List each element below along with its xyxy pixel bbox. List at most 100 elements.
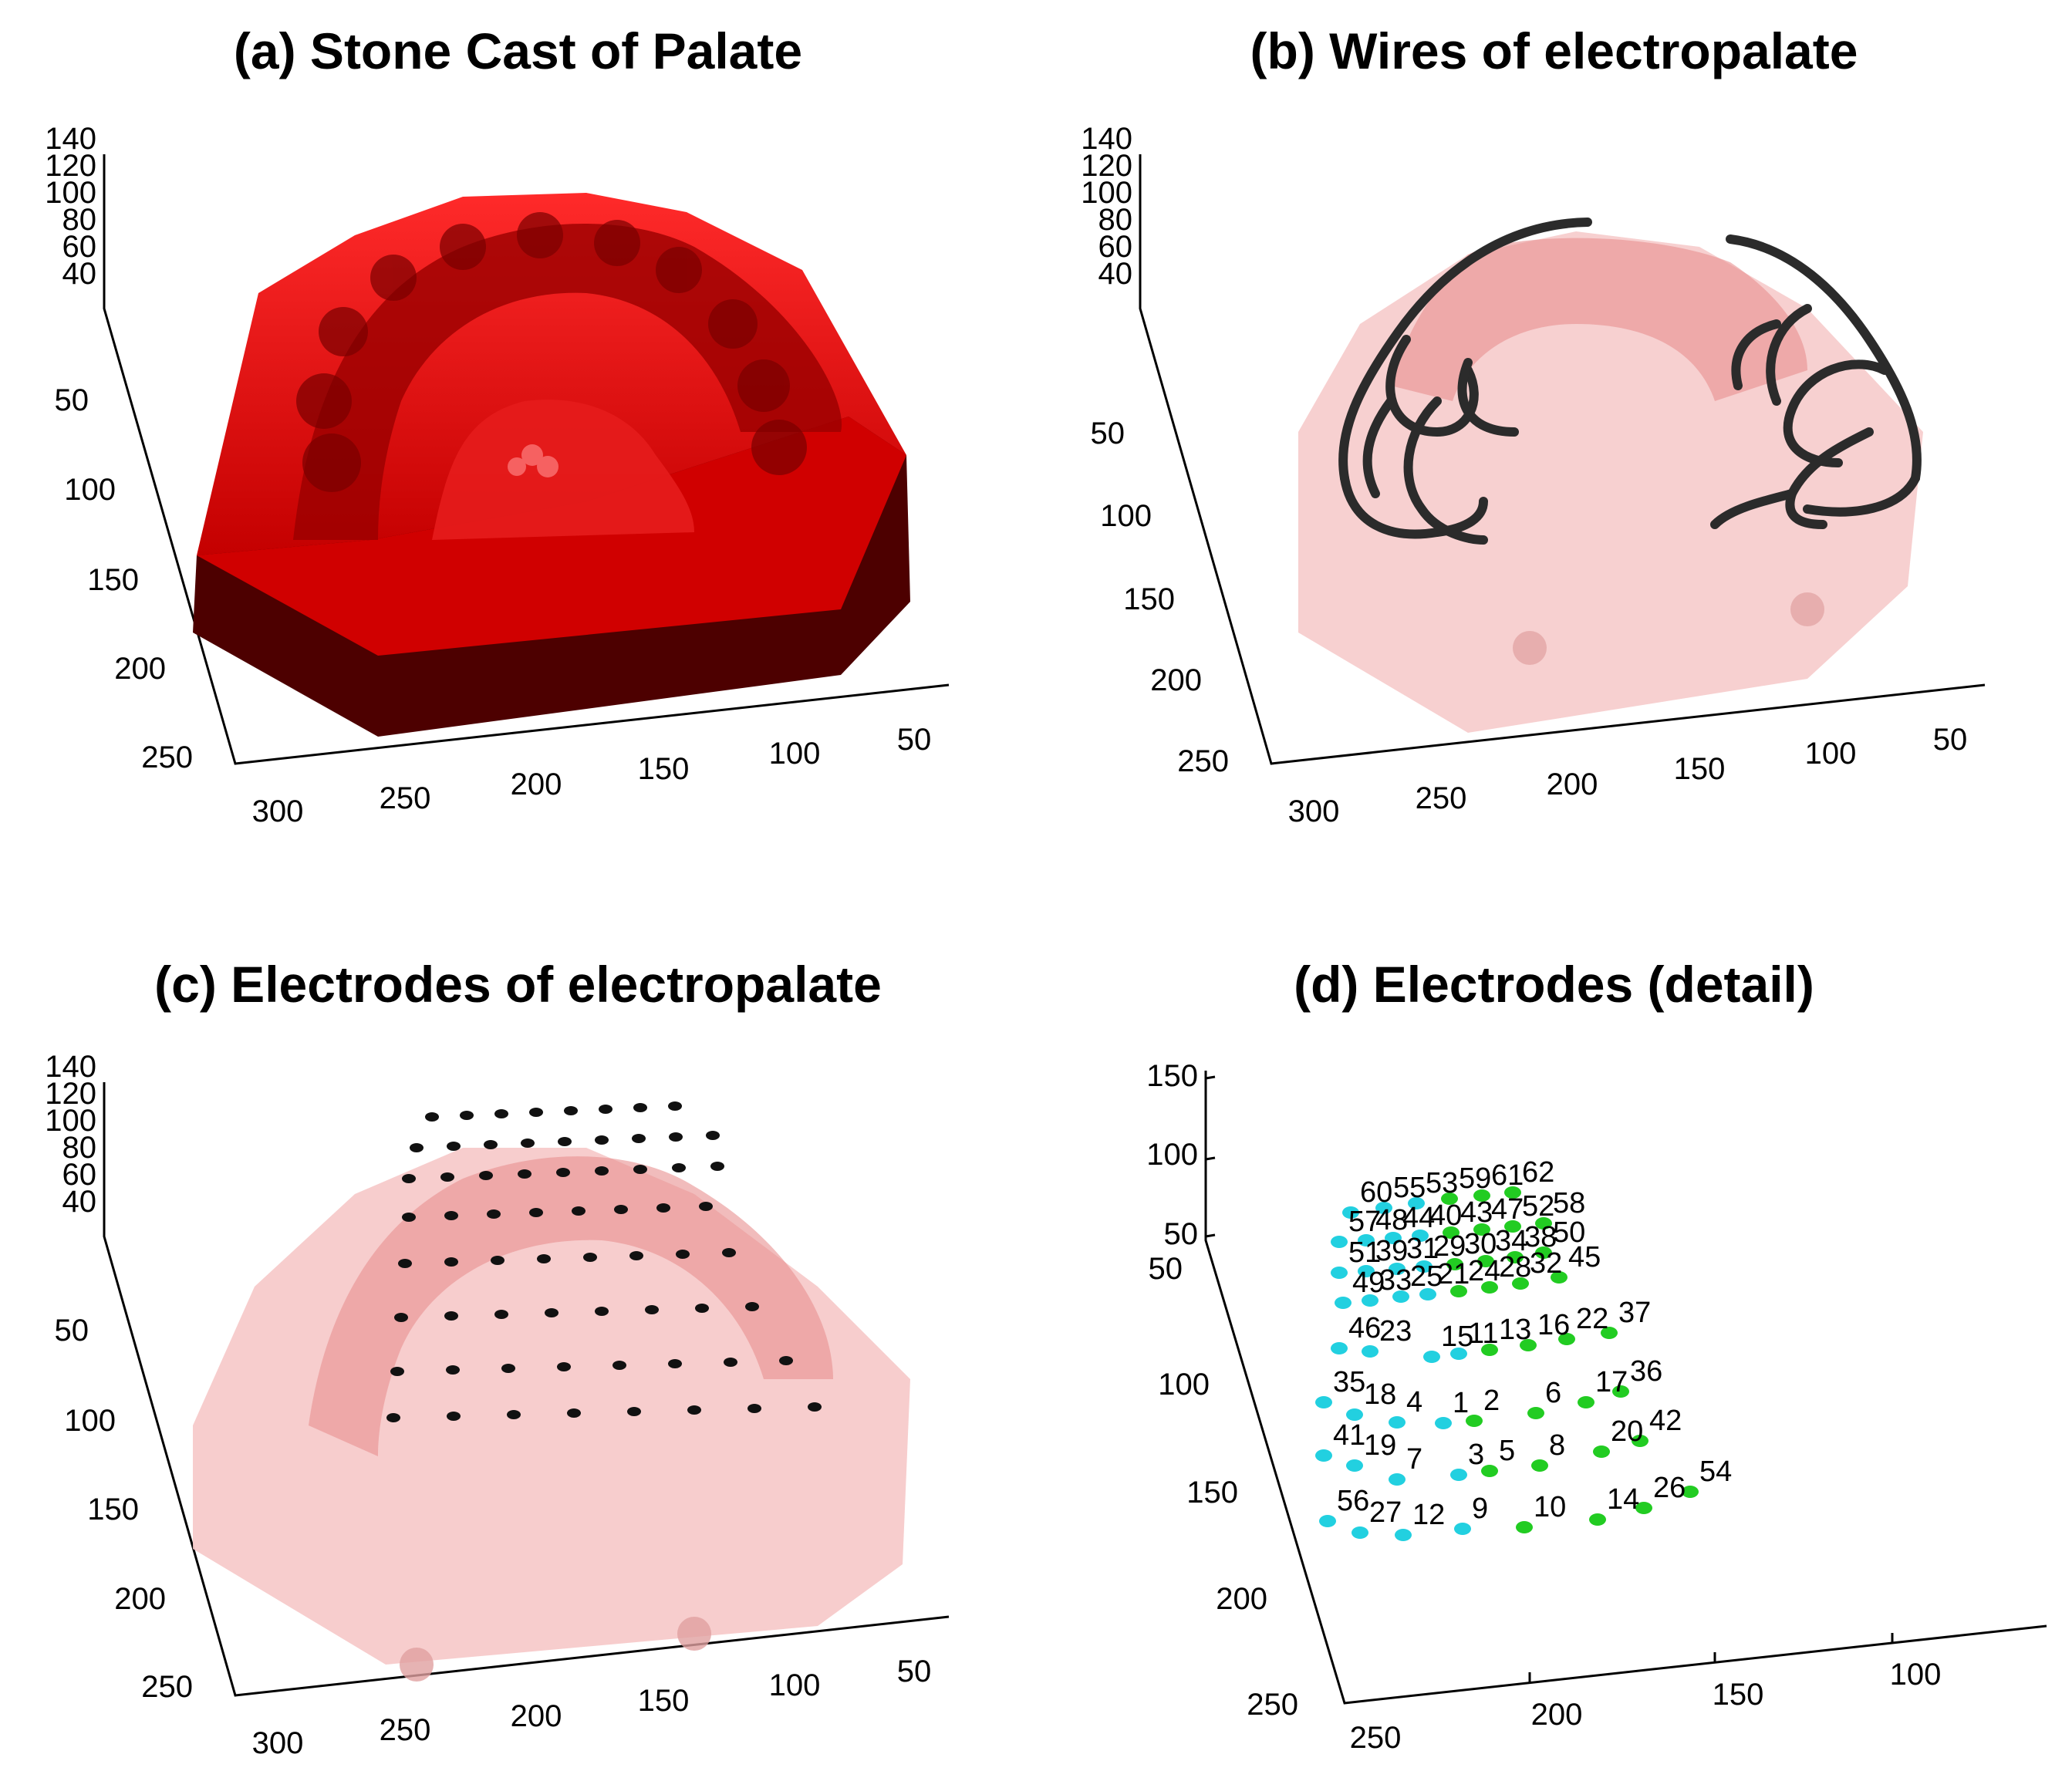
electrode-label: 16 [1537, 1309, 1570, 1341]
panel-b-plot: 140 120 100 80 60 40 50 100 150 200 250 … [1081, 122, 1986, 828]
electrode-label: 41 [1333, 1419, 1365, 1452]
electrode-dot [460, 1111, 474, 1120]
electrode-label: 34 [1495, 1225, 1527, 1257]
panel-c-z-ticks: 140 120 100 80 60 40 [45, 1050, 96, 1219]
electrode-label: 60 [1360, 1176, 1392, 1209]
electrode-label: 7 [1406, 1443, 1422, 1476]
z-tick: 120 [45, 1077, 96, 1111]
panel-b: (b) Wires of electropalate 140 [1036, 0, 2072, 886]
panel-d-y-ticks: 50 100 150 200 250 [1149, 1252, 1299, 1722]
x-tick: 200 [1547, 767, 1598, 801]
electrode-dot [390, 1367, 404, 1376]
electrode-marker [1593, 1445, 1610, 1458]
electrode-labels: 60 55 53 59 61625748444043475258513931293034… [1333, 1156, 1732, 1531]
electrode-dot [572, 1206, 585, 1216]
electrode-marker [1481, 1281, 1498, 1294]
electrode-marker [1477, 1255, 1494, 1267]
electrode-marker [1315, 1396, 1332, 1408]
electrode-dot [484, 1140, 498, 1149]
electrode-dot [583, 1253, 597, 1262]
electrode-dot [564, 1106, 578, 1115]
electrode-dot [558, 1137, 572, 1146]
electrode-marker [1423, 1351, 1440, 1363]
electrode-marker [1450, 1469, 1467, 1481]
electrode-label: 33 [1379, 1264, 1412, 1297]
electrode-marker [1412, 1230, 1429, 1242]
x-tick: 200 [1531, 1698, 1583, 1732]
electrode-marker [1315, 1449, 1332, 1462]
electrode-label: 61 [1491, 1159, 1524, 1192]
y-tick: 100 [64, 473, 116, 507]
electrode-label: 42 [1649, 1405, 1682, 1437]
electrode-label: 50 [1553, 1216, 1585, 1249]
electrode-dot [672, 1163, 686, 1172]
electrode-dot [501, 1364, 515, 1373]
panel-c-title: (c) Electrodes of electropalate [154, 956, 882, 1013]
electrode-marker [1535, 1217, 1552, 1230]
electrode-label: 15 [1441, 1321, 1473, 1353]
electrode-marker [1389, 1416, 1406, 1429]
y-tick: 150 [1186, 1476, 1238, 1510]
panel-b-x-ticks: 300 250 200 150 100 50 [1288, 723, 1968, 828]
electrode-marker [1682, 1486, 1699, 1498]
electrode-marker [1352, 1526, 1368, 1539]
electrode-markers [1315, 1186, 1699, 1541]
panel-b-axes [1139, 154, 1986, 765]
panel-b-title: (b) Wires of electropalate [1250, 22, 1858, 79]
z-tick: 80 [62, 203, 97, 237]
z-tick: 40 [62, 257, 97, 291]
electrode-label: 28 [1499, 1251, 1531, 1284]
electrode-label: 45 [1568, 1241, 1601, 1273]
electrode-dot [722, 1248, 736, 1257]
panel-d-title: (d) Electrodes (detail) [1294, 956, 1814, 1013]
electrode-marker [1389, 1473, 1406, 1486]
y-tick: 150 [87, 563, 139, 597]
electrode-dot [440, 1172, 454, 1182]
electrode-dot [545, 1308, 558, 1317]
y-tick: 250 [1177, 744, 1229, 778]
electrode-label: 4 [1406, 1386, 1422, 1418]
electrode-label: 59 [1459, 1162, 1491, 1195]
electrode-label: 46 [1348, 1312, 1381, 1344]
z-tick: 120 [45, 149, 96, 183]
electrode-marker [1589, 1513, 1606, 1526]
electrode-marker [1446, 1258, 1463, 1270]
electrode-dot [447, 1142, 461, 1151]
y-tick: 50 [1091, 417, 1125, 450]
electrode-dot [410, 1143, 424, 1152]
x-tick: 150 [1713, 1678, 1764, 1712]
electrode-label: 17 [1595, 1366, 1628, 1398]
y-tick: 250 [141, 740, 193, 774]
y-tick: 100 [1158, 1368, 1210, 1402]
electrode-dot [447, 1412, 461, 1421]
panel-d-plot: 60 55 53 59 61625748444043475258513931293034… [1146, 1059, 2047, 1755]
electrode-dot [529, 1208, 543, 1217]
z-tick: 80 [1098, 203, 1133, 237]
z-tick: 100 [45, 1104, 96, 1138]
electrode-dot [687, 1405, 701, 1415]
electrode-label: 12 [1412, 1499, 1445, 1531]
y-tick: 50 [1149, 1252, 1183, 1286]
electrode-label: 11 [1468, 1317, 1498, 1350]
electrode-dot [695, 1304, 709, 1313]
z-tick: 40 [62, 1185, 97, 1219]
electrode-dot [479, 1171, 493, 1180]
electrode-marker [1331, 1267, 1348, 1279]
electrode-dot [394, 1313, 408, 1322]
x-tick: 150 [638, 1684, 690, 1718]
z-tick: 100 [1081, 176, 1132, 210]
electrode-dot [779, 1356, 793, 1365]
electrode-dot [521, 1138, 535, 1148]
electrode-label: 32 [1530, 1247, 1562, 1280]
y-tick: 200 [1150, 663, 1202, 697]
electrode-marker [1346, 1459, 1363, 1472]
panel-a-x-ticks: 300 250 200 150 100 50 [252, 723, 932, 828]
electrode-marker [1578, 1396, 1594, 1408]
x-tick: 250 [380, 1713, 431, 1747]
x-tick: 100 [769, 1668, 821, 1702]
z-tick: 140 [1081, 122, 1132, 156]
electrode-marker [1331, 1236, 1348, 1248]
electrode-marker [1385, 1232, 1402, 1244]
electrode-marker [1416, 1260, 1433, 1273]
panel-b-z-ticks: 140 120 100 80 60 40 [1081, 122, 1132, 291]
